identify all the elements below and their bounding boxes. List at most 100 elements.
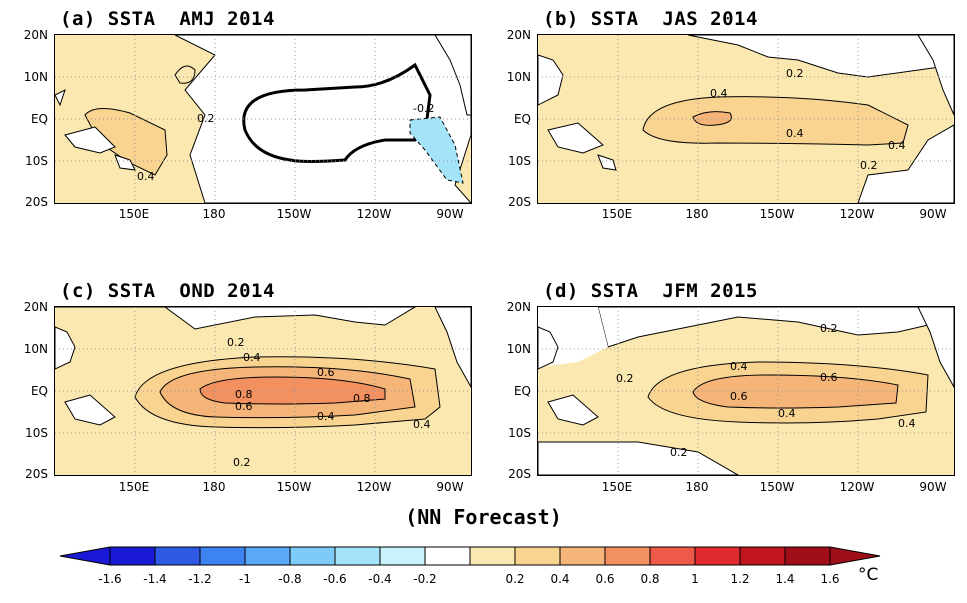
lon-label: 180 xyxy=(202,207,226,221)
colorbar-swatch xyxy=(424,546,471,566)
lat-label: 10S xyxy=(508,426,531,440)
lon-label: 150W xyxy=(276,480,312,494)
colorbar-tick-label: -1.4 xyxy=(143,572,167,586)
lon-label: 150E xyxy=(601,207,633,221)
lon-label: 150W xyxy=(759,207,795,221)
colorbar-tick-label: 0.6 xyxy=(595,572,615,586)
colorbar-tick-label: -1 xyxy=(239,572,251,586)
weak-cool-region xyxy=(409,116,464,184)
colorbar-min-arrow xyxy=(59,546,111,566)
coastline xyxy=(538,35,954,171)
colorbar-tick-label: 0.2 xyxy=(505,572,525,586)
lat-label: 20N xyxy=(23,28,48,42)
unit-label: °C xyxy=(858,565,879,585)
contour-label: 0.4 xyxy=(243,351,261,364)
panel-a-title: (a) SSTA AMJ 2014 xyxy=(60,8,275,30)
colorbar-swatch xyxy=(199,546,246,566)
contour-label: 0.2 xyxy=(820,322,838,335)
lon-label: 90W xyxy=(919,480,947,494)
contour-label: 0.4 xyxy=(778,407,796,420)
contour-label: 0.6 xyxy=(317,366,335,379)
colorbar-swatch xyxy=(694,546,741,566)
lat-label: 10S xyxy=(25,154,48,168)
contour-label: 0.4 xyxy=(317,410,335,423)
colorbar-tick-label: 1.4 xyxy=(775,572,795,586)
neutral-region xyxy=(538,441,740,475)
lat-label: 20S xyxy=(25,195,48,209)
contour-label: 0.4 xyxy=(730,360,748,373)
contour-label: 0.8 xyxy=(353,392,371,405)
colorbar-tick-label: 1 xyxy=(691,572,699,586)
contour-label: 0.8 xyxy=(235,388,253,401)
colorbar-swatch xyxy=(334,546,381,566)
lon-label: 120W xyxy=(356,207,392,221)
colorbar-swatch xyxy=(469,546,516,566)
lon-label: 150W xyxy=(759,480,795,494)
contour-label: 0.2 xyxy=(786,67,804,80)
lat-label: EQ xyxy=(30,384,48,398)
colorbar-swatch xyxy=(289,546,336,566)
contour-label: 0.4 xyxy=(137,170,155,183)
panel-a-map: 0.2 -0.2 0.4 xyxy=(54,34,472,204)
lon-label: 120W xyxy=(839,480,875,494)
colorbar-swatch xyxy=(109,546,156,566)
contour-label: 0.4 xyxy=(786,127,804,140)
warm-06-region xyxy=(692,111,732,126)
lat-label: 20S xyxy=(508,195,531,209)
contour-label: 0.6 xyxy=(730,390,748,403)
panel-d-map: 0.2 0.2 0.4 0.6 0.6 0.4 0.4 0.2 xyxy=(537,306,955,476)
contour-label: 0.2 xyxy=(860,159,878,172)
lat-label: EQ xyxy=(513,112,531,126)
contour-label: 0.2 xyxy=(616,372,634,385)
lon-label: 90W xyxy=(436,480,464,494)
panel-c-map: 0.2 0.4 0.6 0.8 0.8 0.6 0.4 0.4 0.2 xyxy=(54,306,472,476)
colorbar-swatch xyxy=(154,546,201,566)
lat-label: EQ xyxy=(30,112,48,126)
colorbar-swatch xyxy=(379,546,426,566)
contour-label: -0.2 xyxy=(413,102,435,115)
moderate-warm-region xyxy=(84,108,168,176)
neutral-region xyxy=(857,124,954,203)
colorbar-tick-label: -0.8 xyxy=(278,572,302,586)
warm-06-region xyxy=(692,374,899,409)
panel-b-title: (b) SSTA JAS 2014 xyxy=(543,8,758,30)
lat-label: 20N xyxy=(23,300,48,314)
contour-label: 0.4 xyxy=(898,417,916,430)
neutral-region xyxy=(55,307,416,330)
lon-label: 90W xyxy=(919,207,947,221)
panel-b-svg xyxy=(538,35,954,203)
neutral-region xyxy=(597,307,954,348)
lat-label: 10N xyxy=(23,70,48,84)
lat-label: 10N xyxy=(506,70,531,84)
lon-label: 120W xyxy=(839,207,875,221)
moderate-warm-region xyxy=(642,96,909,146)
lat-label: EQ xyxy=(513,384,531,398)
lon-label: 120W xyxy=(356,480,392,494)
colorbar-max-arrow xyxy=(829,546,881,566)
lat-label: 20N xyxy=(506,300,531,314)
contour-label: 0.4 xyxy=(888,139,906,152)
colorbar-tick-label: -0.2 xyxy=(413,572,437,586)
colorbar-tick-label: 1.6 xyxy=(820,572,840,586)
lat-label: 10S xyxy=(25,426,48,440)
contour-label: 0.6 xyxy=(235,400,253,413)
panel-d-svg xyxy=(538,307,954,475)
colorbar-swatch xyxy=(244,546,291,566)
contour-label: 0.2 xyxy=(670,446,688,459)
colorbar-swatch xyxy=(604,546,651,566)
warm-08-region xyxy=(199,376,386,405)
panel-d-title: (d) SSTA JFM 2015 xyxy=(543,280,758,302)
colorbar-tick-label: 0.8 xyxy=(640,572,660,586)
neutral-region xyxy=(687,35,954,78)
contour-label: 0.4 xyxy=(710,87,728,100)
colorbar-swatch xyxy=(784,546,831,566)
lon-label: 180 xyxy=(202,480,226,494)
panel-c-title: (c) SSTA OND 2014 xyxy=(60,280,275,302)
colorbar-tick-label: -0.4 xyxy=(368,572,392,586)
colorbar-swatch xyxy=(514,546,561,566)
lon-label: 90W xyxy=(436,207,464,221)
lat-label: 20N xyxy=(506,28,531,42)
coastline xyxy=(55,35,471,171)
lon-label: 150E xyxy=(601,480,633,494)
panel-a-svg xyxy=(55,35,471,203)
